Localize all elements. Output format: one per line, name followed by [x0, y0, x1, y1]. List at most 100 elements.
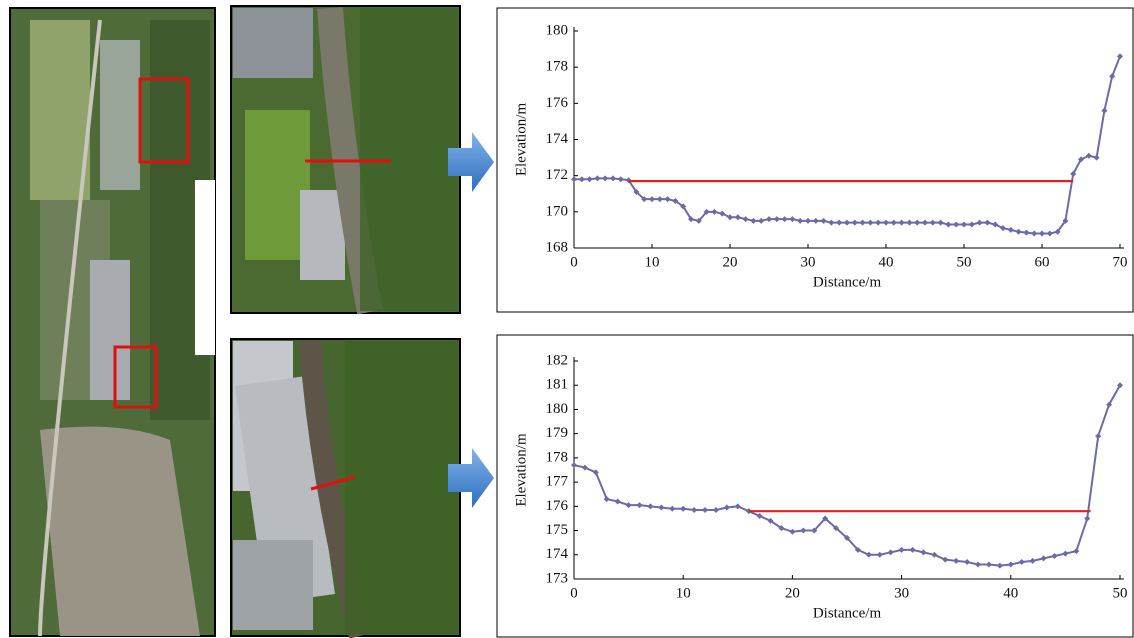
- x-tick-label: 20: [723, 254, 738, 270]
- y-tick-label: 176: [546, 498, 569, 514]
- y-axis-title: Elevation/m: [513, 433, 529, 507]
- marker: [626, 502, 632, 508]
- marker: [618, 176, 624, 182]
- marker: [899, 220, 905, 226]
- marker: [931, 552, 937, 558]
- marker: [920, 549, 926, 555]
- marker: [875, 220, 881, 226]
- aerial-overview: [10, 8, 215, 636]
- x-tick-label: 70: [1113, 254, 1128, 270]
- marker: [910, 547, 916, 553]
- marker: [1073, 548, 1079, 554]
- marker: [1030, 558, 1036, 564]
- y-tick-label: 174: [546, 546, 569, 562]
- marker: [711, 209, 717, 215]
- marker: [975, 561, 981, 567]
- x-tick-label: 10: [676, 585, 691, 601]
- y-tick-label: 177: [546, 474, 569, 490]
- marker: [866, 552, 872, 558]
- x-tick-label: 30: [894, 585, 909, 601]
- marker: [942, 557, 948, 563]
- marker: [1047, 231, 1053, 237]
- marker: [719, 211, 725, 217]
- marker: [1041, 555, 1047, 561]
- y-tick-label: 174: [546, 131, 569, 147]
- marker: [1095, 433, 1101, 439]
- marker: [797, 218, 803, 224]
- marker: [899, 547, 905, 553]
- y-tick-label: 180: [546, 22, 569, 38]
- marker: [593, 469, 599, 475]
- marker: [665, 196, 671, 202]
- marker: [658, 505, 664, 511]
- marker: [766, 216, 772, 222]
- marker: [953, 558, 959, 564]
- marker: [649, 196, 655, 202]
- marker: [571, 462, 577, 468]
- marker: [724, 505, 730, 511]
- marker: [1031, 231, 1037, 237]
- marker: [735, 214, 741, 220]
- marker: [789, 529, 795, 535]
- marker: [1000, 225, 1006, 231]
- marker: [1019, 559, 1025, 565]
- marker: [789, 216, 795, 222]
- marker: [702, 507, 708, 513]
- marker: [867, 220, 873, 226]
- marker: [1039, 231, 1045, 237]
- y-tick-label: 178: [546, 59, 569, 75]
- figure: 168170172174176178180010203040506070Dist…: [0, 0, 1134, 638]
- aerial-detail-top: [231, 6, 460, 313]
- y-tick-label: 182: [546, 352, 569, 368]
- marker: [691, 507, 697, 513]
- x-tick-label: 20: [785, 585, 800, 601]
- marker: [1094, 155, 1100, 161]
- x-tick-label: 40: [1003, 585, 1018, 601]
- marker: [1062, 551, 1068, 557]
- marker: [986, 561, 992, 567]
- marker: [587, 176, 593, 182]
- marker: [1086, 153, 1092, 159]
- x-tick-label: 0: [570, 254, 578, 270]
- marker: [743, 216, 749, 222]
- marker: [961, 221, 967, 227]
- marker: [774, 216, 780, 222]
- marker: [852, 220, 858, 226]
- y-tick-label: 181: [546, 377, 569, 393]
- series-line: [574, 56, 1120, 233]
- marker: [930, 220, 936, 226]
- marker: [1008, 561, 1014, 567]
- marker: [800, 528, 806, 534]
- y-tick-label: 180: [546, 401, 569, 417]
- marker: [836, 220, 842, 226]
- marker: [1016, 229, 1022, 235]
- marker: [782, 216, 788, 222]
- marker: [604, 496, 610, 502]
- marker: [844, 220, 850, 226]
- marker: [805, 218, 811, 224]
- aerial-detail-bottom: [231, 339, 460, 636]
- marker: [1051, 553, 1057, 559]
- chart-frame: [497, 335, 1133, 637]
- x-tick-label: 50: [1113, 585, 1128, 601]
- marker: [914, 220, 920, 226]
- marker: [821, 218, 827, 224]
- marker: [938, 220, 944, 226]
- marker: [594, 175, 600, 181]
- marker: [877, 552, 883, 558]
- marker: [602, 175, 608, 181]
- marker: [1117, 53, 1123, 59]
- x-axis-title: Distance/m: [813, 274, 882, 290]
- marker: [1008, 227, 1014, 233]
- marker: [657, 196, 663, 202]
- marker: [735, 503, 741, 509]
- marker: [647, 503, 653, 509]
- marker: [813, 218, 819, 224]
- marker: [860, 220, 866, 226]
- marker: [1023, 230, 1029, 236]
- y-tick-label: 168: [546, 239, 569, 255]
- marker: [997, 563, 1003, 569]
- marker: [953, 221, 959, 227]
- x-axis-title: Distance/m: [813, 605, 882, 621]
- y-tick-label: 176: [546, 95, 569, 111]
